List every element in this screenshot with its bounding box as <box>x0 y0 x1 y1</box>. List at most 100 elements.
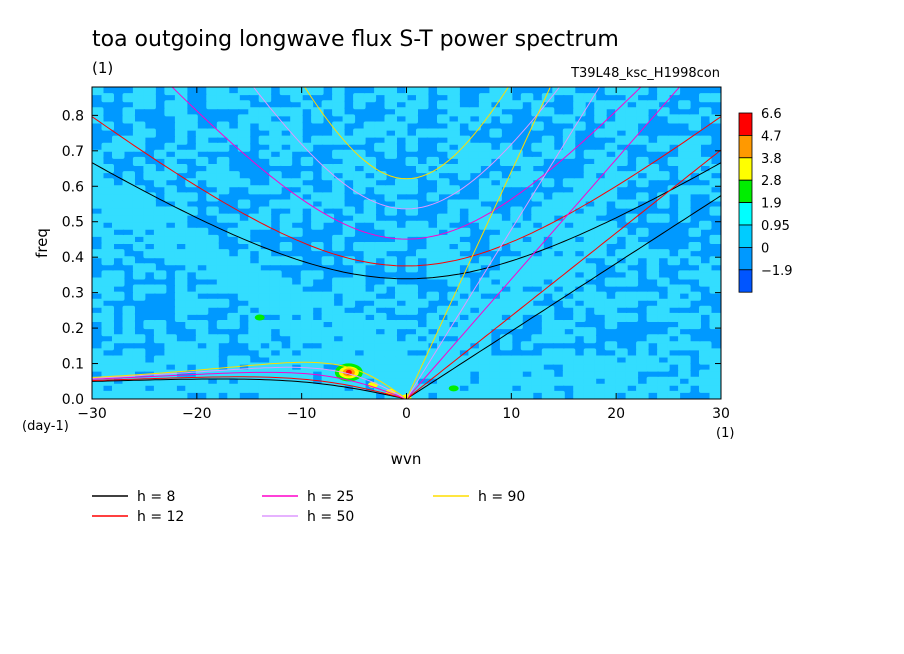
heatmap-cell <box>615 348 628 358</box>
x-axis-unit: (1) <box>716 426 734 441</box>
heatmap-cell <box>132 142 146 152</box>
heatmap-cell <box>300 277 314 287</box>
heatmap-cell <box>101 234 114 244</box>
heatmap-cell <box>237 199 251 209</box>
legend-label: h = 50 <box>307 509 354 525</box>
heatmap-cell <box>153 284 167 294</box>
heatmap-cell <box>447 107 460 117</box>
heatmap-cell <box>615 114 628 124</box>
heatmap-cell <box>604 100 618 110</box>
heatmap-cell <box>311 213 324 223</box>
heatmap-cell <box>573 291 586 301</box>
heatmap-cell <box>332 87 345 96</box>
heatmap-cell <box>395 355 408 365</box>
heatmap-cell <box>489 284 502 294</box>
heatmap-cell <box>646 305 660 315</box>
heatmap-cell <box>489 355 502 365</box>
heatmap-cell <box>520 164 534 174</box>
heatmap-cell <box>405 114 418 124</box>
heatmap-cell <box>112 355 125 365</box>
heatmap-cell <box>520 93 534 103</box>
heatmap-cell <box>353 93 366 103</box>
heatmap-cell <box>688 227 701 237</box>
heatmap-cell <box>667 376 681 386</box>
heatmap-cell <box>562 355 576 365</box>
heatmap-cell <box>92 249 104 259</box>
heatmap-cell <box>279 376 293 386</box>
heatmap-cell <box>132 284 146 294</box>
heatmap-cell <box>405 135 418 145</box>
heatmap-cell <box>112 291 125 301</box>
heatmap-cell <box>604 192 618 202</box>
heatmap-cell <box>426 291 439 301</box>
heatmap-cell <box>489 369 502 379</box>
heatmap-cell <box>374 142 387 152</box>
heatmap-cell <box>143 220 156 230</box>
heatmap-cell <box>573 213 586 223</box>
heatmap-cell <box>688 376 701 386</box>
heatmap-cell <box>311 220 324 230</box>
heatmap-cell <box>499 362 513 372</box>
heatmap-cell <box>468 156 481 166</box>
heatmap-cell <box>541 376 555 386</box>
heatmap-cell <box>311 362 324 372</box>
heatmap-cell <box>374 334 387 344</box>
heatmap-cell <box>499 234 513 244</box>
colorbar-swatch <box>738 202 753 226</box>
heatmap-cell <box>237 121 251 131</box>
heatmap-cell <box>185 320 198 330</box>
heatmap-cell <box>112 362 125 372</box>
heatmap-cell <box>405 156 418 166</box>
colorbar-label: 6.6 <box>761 107 782 122</box>
heatmap-cell <box>552 348 565 358</box>
heatmap-cell <box>709 277 721 287</box>
heatmap-cell <box>153 171 167 181</box>
colorbar-label: 0 <box>761 241 769 256</box>
heatmap-cell <box>290 334 303 344</box>
heatmap-cell <box>594 206 607 216</box>
heatmap-cell <box>604 156 618 166</box>
heatmap-cell <box>688 270 701 280</box>
heatmap-cell <box>657 362 670 372</box>
x-tick-label: −30 <box>77 406 107 422</box>
heatmap-cell <box>353 390 366 399</box>
heatmap-cell <box>342 206 356 216</box>
heatmap-cell <box>437 164 450 174</box>
heatmap-cell <box>699 376 712 386</box>
heatmap-cell <box>195 305 209 315</box>
heatmap-cell <box>667 341 681 351</box>
heatmap-cell <box>478 220 492 230</box>
heatmap-cell <box>457 390 471 399</box>
heatmap-cell <box>290 107 303 117</box>
heatmap-cell <box>164 156 177 166</box>
heatmap-cell <box>615 369 628 379</box>
heatmap-cell <box>353 178 366 188</box>
heatmap-cell <box>594 234 607 244</box>
heatmap-cell <box>489 213 502 223</box>
heatmap-cell <box>510 227 523 237</box>
heatmap-cell <box>583 192 597 202</box>
heatmap-cell <box>583 390 597 399</box>
heatmap-cell <box>636 192 649 202</box>
heatmap-cell <box>667 298 681 308</box>
heatmap-cell <box>311 383 324 393</box>
heatmap-cell <box>101 164 114 174</box>
heatmap-cell <box>363 156 377 166</box>
heatmap-cell <box>489 383 502 393</box>
heatmap-cell <box>174 128 188 138</box>
heatmap-cell <box>248 327 261 337</box>
heatmap-cell <box>541 142 555 152</box>
heatmap-cell <box>122 312 135 322</box>
heatmap-cell <box>615 312 628 322</box>
heatmap-cell <box>709 178 721 188</box>
heatmap-cell <box>153 249 167 259</box>
heatmap-cell <box>384 341 397 351</box>
heatmap-cell <box>321 376 335 386</box>
heatmap-cell <box>164 390 177 399</box>
heatmap-cell <box>437 362 450 372</box>
heatmap-cell <box>185 355 198 365</box>
heatmap-cell <box>122 107 135 117</box>
colorbar-label: 0.95 <box>761 219 790 234</box>
heatmap-cell <box>625 298 639 308</box>
heatmap-cell <box>122 362 135 372</box>
